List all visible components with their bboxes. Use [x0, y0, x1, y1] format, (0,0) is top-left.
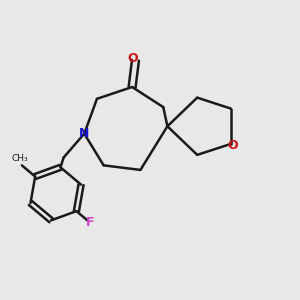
- Text: O: O: [128, 52, 138, 65]
- Text: N: N: [79, 127, 89, 140]
- Text: F: F: [85, 216, 94, 229]
- Text: O: O: [227, 139, 238, 152]
- Text: CH₃: CH₃: [12, 154, 28, 163]
